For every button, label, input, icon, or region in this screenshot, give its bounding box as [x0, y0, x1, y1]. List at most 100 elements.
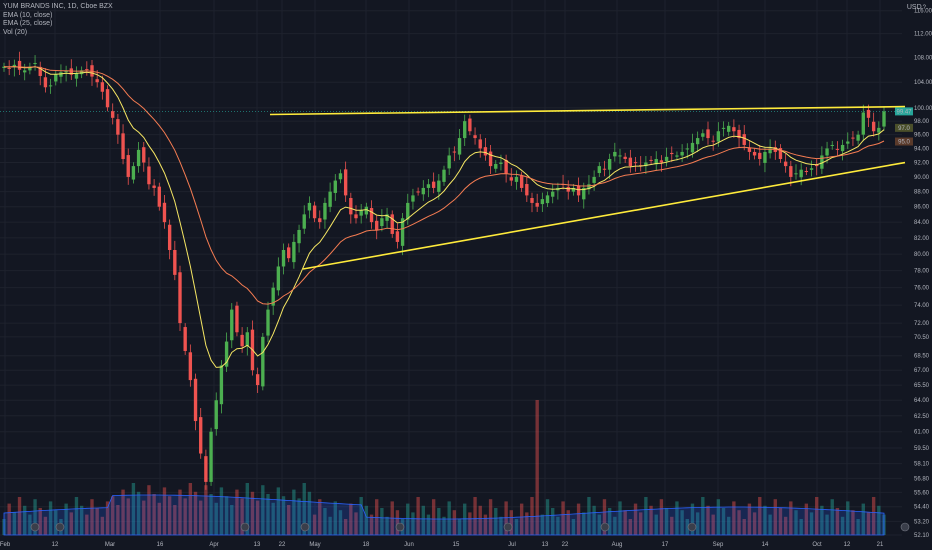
- candle-body: [328, 191, 332, 207]
- volume-bar: [230, 505, 234, 535]
- ema25-price-tag-text: 95.0: [898, 140, 910, 146]
- volume-bar: [654, 514, 658, 535]
- volume-bar: [343, 519, 348, 535]
- chart-legend: YUM BRANDS INC, 1D, Cboe BZX EMA (10, cl…: [3, 3, 113, 37]
- x-axis: Feb 12 Mar 16 Apr 13 22 May 18 Jun 15 Jul 13 22 Aug 17 S…: [0, 542, 884, 548]
- candle-body: [421, 187, 425, 195]
- x-tick-label: Feb: [0, 542, 11, 548]
- y-tick-label: 62.50: [914, 414, 930, 420]
- candle-body: [582, 187, 586, 200]
- volume-bar: [38, 508, 42, 535]
- candle-body: [488, 151, 493, 167]
- volume-bar: [100, 516, 105, 535]
- x-tick-label: Jun: [404, 542, 414, 548]
- volume-bar: [582, 512, 586, 535]
- event-marker-icon: [600, 522, 610, 532]
- volume-bar: [649, 505, 653, 535]
- candle-body: [861, 112, 865, 135]
- candle-body: [499, 162, 503, 164]
- volume-bar: [54, 510, 58, 535]
- volume-bar: [276, 487, 281, 535]
- candle-body: [519, 175, 524, 188]
- volume-bar: [12, 512, 17, 535]
- y-tick-label: 52.10: [914, 533, 930, 539]
- volume-ma-area: [3, 494, 885, 536]
- candle-body: [85, 69, 89, 71]
- x-tick-label: Sep: [713, 542, 724, 548]
- candle-body: [431, 181, 436, 188]
- x-tick-label: 21: [877, 542, 884, 548]
- y-tick-label: 56.80: [914, 476, 930, 482]
- volume-bar: [235, 489, 239, 535]
- y-tick-label: 88.00: [914, 190, 930, 196]
- volume-bar: [28, 514, 32, 535]
- volume-bar: [69, 512, 73, 535]
- candle-body: [835, 148, 840, 150]
- candle-body: [530, 198, 534, 203]
- candle-body: [763, 151, 767, 163]
- candle-body: [255, 374, 260, 386]
- volume-bar: [721, 508, 726, 535]
- candle-body: [768, 148, 772, 154]
- volume-bar: [152, 494, 156, 535]
- candle-body: [266, 309, 270, 336]
- candle-body: [100, 82, 105, 92]
- candle-body: [478, 139, 482, 149]
- candle-body: [882, 111, 886, 127]
- candle-body: [483, 147, 488, 156]
- candle-body: [602, 168, 607, 170]
- volume-bar: [281, 496, 286, 535]
- candle-body: [28, 66, 32, 71]
- candle-body: [628, 157, 633, 167]
- candle-body: [54, 74, 58, 82]
- volume-bar: [830, 499, 834, 535]
- y-tick-label: 98.00: [914, 119, 930, 125]
- candle-body: [866, 109, 871, 118]
- volume-bar: [809, 512, 814, 535]
- candle-body: [825, 148, 829, 156]
- volume-bar: [752, 512, 757, 535]
- volume-bar: [463, 503, 467, 535]
- currency-label[interactable]: USD?: [907, 4, 926, 11]
- candle-body: [48, 85, 53, 87]
- resistance-trendline: [269, 105, 906, 116]
- candle-body: [147, 166, 151, 185]
- candle-body: [732, 127, 736, 132]
- ema-lines: [3, 66, 885, 368]
- x-tick-label: 12: [52, 542, 59, 548]
- candle-body: [633, 162, 638, 164]
- candle-body: [116, 119, 120, 135]
- volume-bar: [659, 499, 664, 535]
- x-tick-label: 22: [279, 542, 286, 548]
- candle-body: [411, 195, 415, 202]
- candle-body: [758, 152, 762, 159]
- candle-body: [152, 185, 156, 188]
- candle-body: [395, 231, 400, 242]
- candle-body: [716, 131, 721, 142]
- volume-bar: [835, 508, 840, 535]
- volume-bar: [385, 516, 389, 535]
- candle-body: [442, 169, 446, 182]
- volume-bar: [695, 512, 700, 535]
- y-tick-label: 86.00: [914, 205, 930, 211]
- volume-bar: [789, 501, 793, 535]
- candle-body: [302, 214, 306, 229]
- candle-body: [307, 202, 312, 211]
- event-marker-icon: [300, 522, 310, 532]
- candle-body: [613, 151, 617, 157]
- x-tick-label: 13: [542, 542, 549, 548]
- y-tick-label: 65.50: [914, 383, 930, 389]
- volume-bar: [607, 508, 612, 535]
- candle-body: [820, 155, 824, 169]
- volume-bar: [602, 499, 607, 535]
- y-tick-label: 108.00: [914, 56, 932, 62]
- grid: [0, 0, 902, 536]
- y-tick-label: 58.10: [914, 462, 930, 468]
- legend-title: YUM BRANDS INC, 1D, Cboe BZX: [3, 3, 113, 10]
- volume-bar: [7, 503, 11, 535]
- x-tick-label: 15: [453, 542, 460, 548]
- candle-body: [43, 77, 48, 88]
- candle-body: [390, 214, 394, 234]
- volume-bar: [535, 400, 539, 535]
